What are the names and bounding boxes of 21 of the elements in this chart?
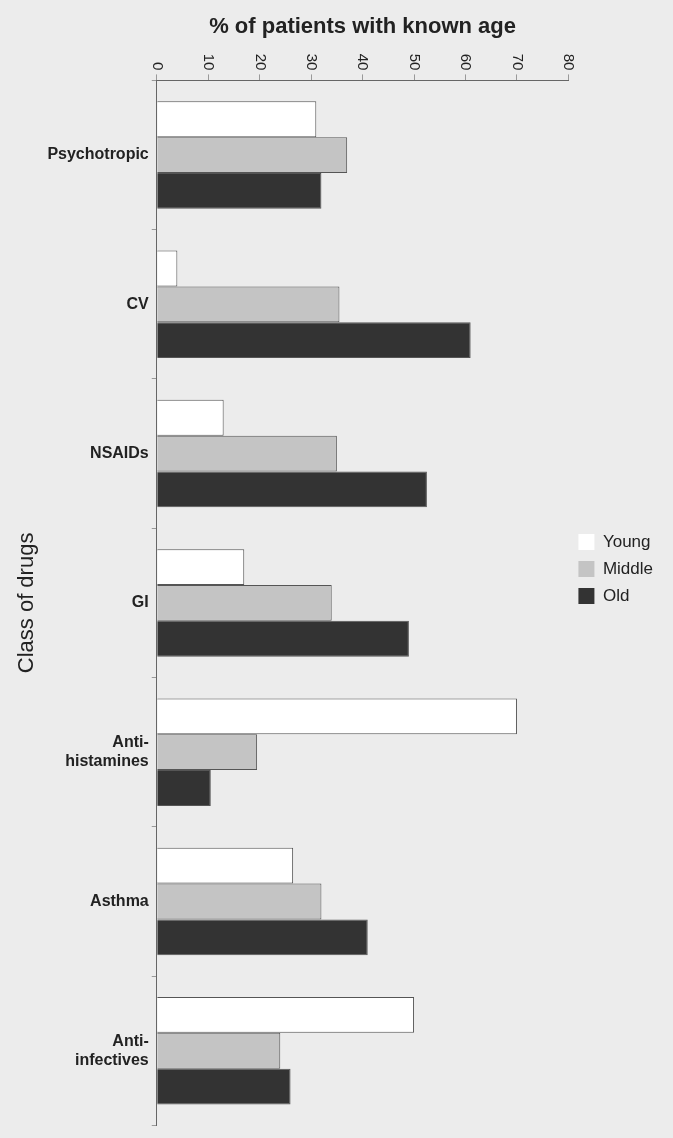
y-axis-title: Class of drugs [13, 532, 39, 674]
y-tick-label: GI [131, 593, 149, 611]
x-tick-label: 60 [458, 53, 476, 71]
legend-label: Middle [602, 558, 654, 578]
x-tick-label: 40 [355, 53, 373, 71]
x-tick-label: 10 [201, 53, 219, 71]
y-tick-label: Asthma [90, 891, 149, 909]
x-tick-label: 50 [406, 53, 424, 71]
legend-label: Young [602, 531, 651, 551]
x-tick-label: 0 [149, 62, 167, 71]
x-tick-label: 80 [561, 53, 579, 71]
y-tick-label: Psychotropic [47, 145, 149, 163]
y-tick-label: CV [126, 294, 150, 312]
y-tick-label: Anti- infectives [74, 1031, 149, 1068]
legend-label: Old [602, 585, 630, 605]
y-tick-label: Anti- histamines [65, 732, 149, 770]
y-tick-label: NSAIDs [90, 444, 149, 462]
x-tick-label: 20 [252, 53, 270, 71]
x-axis-title: % of patients with known age [209, 13, 516, 39]
x-tick-label: 30 [303, 53, 321, 71]
x-tick-label: 70 [509, 53, 527, 71]
